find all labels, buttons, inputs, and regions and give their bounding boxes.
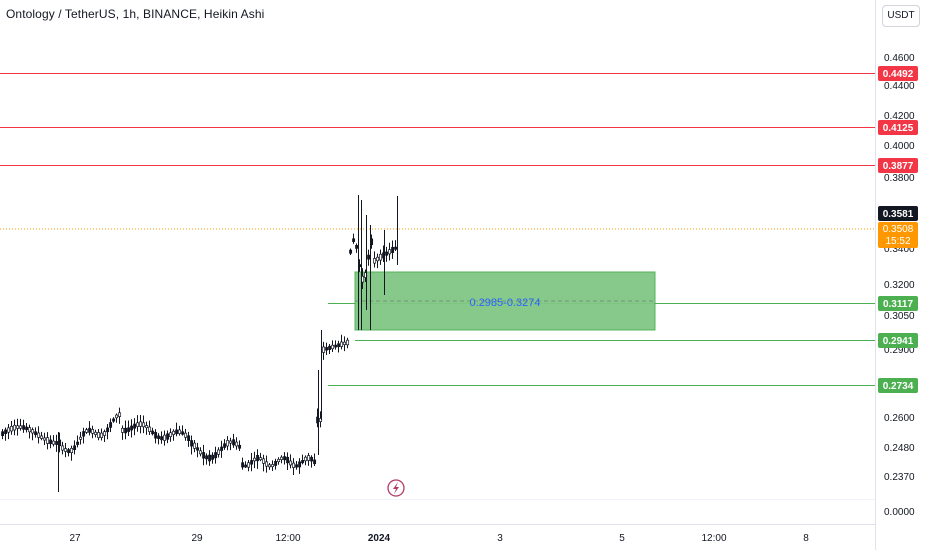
- countdown-text: 15:52: [885, 236, 910, 247]
- time-axis[interactable]: 27 29 12:00 2024 3 5 12:00 8: [69, 533, 809, 544]
- level-tag-text: 0.3117: [883, 299, 913, 310]
- price-axis[interactable]: 0.46000.44000.42000.40000.38000.36000.34…: [884, 53, 915, 518]
- level-tag-bg: [878, 296, 918, 311]
- level-tag: 0.4125: [878, 120, 918, 135]
- level-tags: 0.4492 0.4125 0.3877 0.3117 0.2941 0.2734: [878, 66, 918, 393]
- level-tag-text: 0.4125: [883, 123, 914, 134]
- price-tick-label: 0.3800: [884, 173, 915, 184]
- level-tag-text: 0.3877: [883, 161, 914, 172]
- level-lines[interactable]: [0, 73, 875, 386]
- zone-label: 0.2985-0.3274: [470, 297, 541, 309]
- price-tick-label: 0.4400: [884, 81, 915, 92]
- time-tick-label: 5: [619, 533, 625, 544]
- time-tick-label: 3: [497, 533, 503, 544]
- level-tag: 0.2941: [878, 333, 918, 348]
- level-tag-bg: [878, 66, 918, 81]
- chart-title: Ontology / TetherUS, 1h, BINANCE, Heikin…: [6, 7, 265, 21]
- level-tag-bg: [878, 158, 918, 173]
- level-tag-text: 0.2734: [883, 381, 914, 392]
- level-tag: 0.4492: [878, 66, 918, 81]
- time-tick-label: 12:00: [701, 533, 726, 544]
- level-tag: 0.2734: [878, 378, 918, 393]
- price-tick-label: 0.4200: [884, 111, 915, 122]
- level-tag-bg: [878, 333, 918, 348]
- price-tick-label: 0.2370: [884, 472, 915, 483]
- level-tag: 0.3117: [878, 296, 918, 311]
- price-tick-label: 0.4000: [884, 141, 915, 152]
- price-tick-label: 0.3050: [884, 311, 915, 322]
- last-close-text: 0.3508: [883, 224, 914, 235]
- price-tick-label: 0.3200: [884, 280, 915, 291]
- demand-zone[interactable]: 0.2985-0.3274: [354, 271, 656, 331]
- current-price-tag: 0.3581: [878, 206, 918, 221]
- current-price-text: 0.3581: [883, 209, 914, 220]
- time-tick-label: 12:00: [275, 533, 300, 544]
- time-tick-label: 27: [69, 533, 81, 544]
- level-tag-text: 0.2941: [883, 336, 914, 347]
- level-tag: 0.3877: [878, 158, 918, 173]
- price-tick-label: 0.2900: [884, 345, 915, 356]
- last-close-tag: 0.3508 15:52: [878, 222, 918, 248]
- level-tag-text: 0.4492: [883, 69, 914, 80]
- price-tick-label: 0.2480: [884, 443, 915, 454]
- candles: [1, 195, 398, 492]
- price-tick-label: 0.3400: [884, 244, 915, 255]
- level-tag-bg: [878, 378, 918, 393]
- time-tick-label: 2024: [368, 533, 391, 544]
- price-tick-label: 0.2600: [884, 413, 915, 424]
- price-tick-label: 0.0000: [884, 507, 915, 518]
- time-tick-label: 8: [803, 533, 809, 544]
- currency-button[interactable]: USDT: [882, 5, 920, 27]
- price-tick-label: 0.4600: [884, 53, 915, 64]
- lightning-icon[interactable]: [387, 479, 405, 497]
- time-tick-label: 29: [191, 533, 203, 544]
- level-tag-bg: [878, 120, 918, 135]
